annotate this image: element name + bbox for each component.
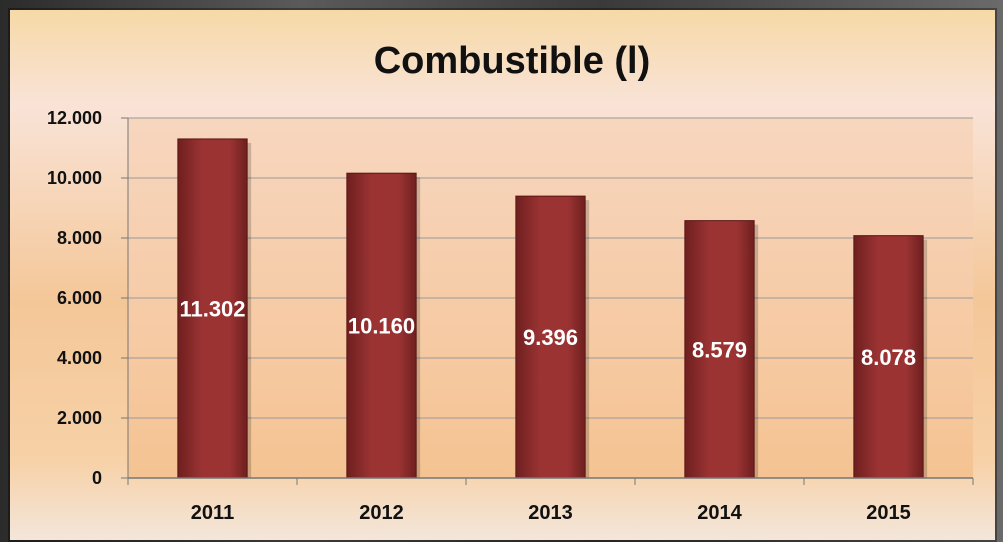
y-tick-label: 0	[92, 468, 102, 488]
x-tick-label: 2012	[359, 502, 404, 524]
y-tick-label: 4.000	[57, 348, 102, 368]
y-tick-label: 8.000	[57, 228, 102, 248]
bars: 11.302 10.160 9.396 8.579 8.078	[177, 138, 928, 479]
bar-2012	[346, 172, 417, 479]
data-label: 8.078	[861, 345, 916, 370]
x-tick-label: 2011	[191, 502, 234, 524]
bar-2011	[177, 138, 248, 479]
bar-2014	[684, 220, 755, 479]
x-tick-label: 2015	[866, 502, 911, 524]
chart-title: Combustible (l)	[374, 40, 651, 82]
y-tick-label: 6.000	[57, 288, 102, 308]
data-label: 11.302	[179, 296, 245, 321]
x-tick-label: 2014	[697, 502, 742, 524]
y-axis: 0 2.000 4.000 6.000 8.000 10.000 12.000	[47, 108, 129, 488]
y-tick-label: 2.000	[57, 408, 102, 428]
data-label: 10.160	[348, 314, 415, 339]
x-tick-label: 2013	[528, 502, 573, 524]
y-tick-label: 12.000	[47, 108, 102, 128]
data-label: 9.396	[523, 325, 578, 350]
bar-2015	[853, 235, 924, 479]
bar-2013	[515, 195, 586, 479]
x-axis: 2011 2012 2013 2014 2015	[127, 477, 974, 524]
data-label: 8.579	[692, 337, 747, 362]
y-tick-label: 10.000	[47, 168, 102, 188]
